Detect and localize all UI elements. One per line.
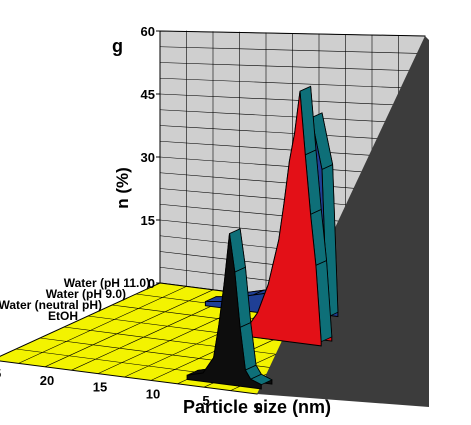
series-3-ribbon	[186, 228, 273, 390]
y-tick-label: 45	[141, 87, 155, 102]
x-tick-label: 25	[0, 366, 1, 381]
series-label: Water (pH 11.0)	[64, 276, 150, 290]
floor-gridline	[18, 286, 187, 364]
series-3-area	[186, 233, 262, 390]
floor-gridline	[39, 337, 306, 373]
x-tick-label: 10	[146, 386, 160, 401]
x-axis-label: Particle size (nm)	[183, 397, 331, 417]
series-1-ribbon	[235, 85, 333, 347]
series-label: EtOH	[48, 309, 78, 323]
x-tick-label: 0	[255, 400, 262, 415]
floor-gridline	[44, 289, 214, 368]
y-tick-label: 0	[148, 276, 155, 291]
series-labels: Water (pH 11.0)Water (pH 9.0)Water (neut…	[0, 276, 150, 323]
y-tick-label: 30	[141, 150, 155, 165]
series-label: Water (neutral pH)	[0, 298, 102, 312]
x-tick-label: 20	[40, 373, 54, 388]
y-tick-labels: 0 15 30 45 60	[141, 24, 160, 291]
series-1-area	[235, 91, 322, 347]
y-tick-label: 15	[141, 213, 155, 228]
x-tick-labels: 25 20 15 10 5 0	[0, 366, 263, 415]
panel-label: g	[112, 36, 123, 56]
y-axis-label: n (%)	[113, 167, 132, 209]
series-layer	[186, 85, 339, 390]
x-tick-label: 15	[93, 380, 107, 395]
y-tick-label: 60	[141, 24, 155, 39]
x-tick-label: 5	[202, 393, 209, 408]
series-label: Water (pH 9.0)	[46, 287, 126, 301]
